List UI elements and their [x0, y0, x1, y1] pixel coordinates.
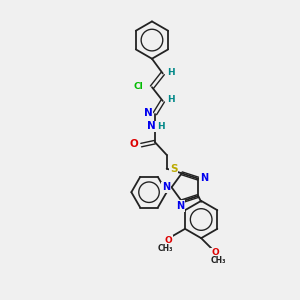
Text: CH₃: CH₃ — [158, 244, 173, 253]
Text: Cl: Cl — [133, 82, 143, 91]
Text: O: O — [211, 248, 219, 257]
Text: H: H — [167, 68, 174, 77]
Text: H: H — [157, 122, 165, 131]
Text: O: O — [130, 139, 139, 149]
Text: N: N — [176, 201, 184, 211]
Text: N: N — [200, 173, 208, 183]
Text: N: N — [162, 182, 170, 192]
Text: H: H — [167, 95, 174, 104]
Text: S: S — [170, 164, 177, 174]
Text: N: N — [147, 122, 155, 131]
Text: N: N — [144, 108, 152, 118]
Text: CH₃: CH₃ — [211, 256, 226, 265]
Text: O: O — [164, 236, 172, 244]
